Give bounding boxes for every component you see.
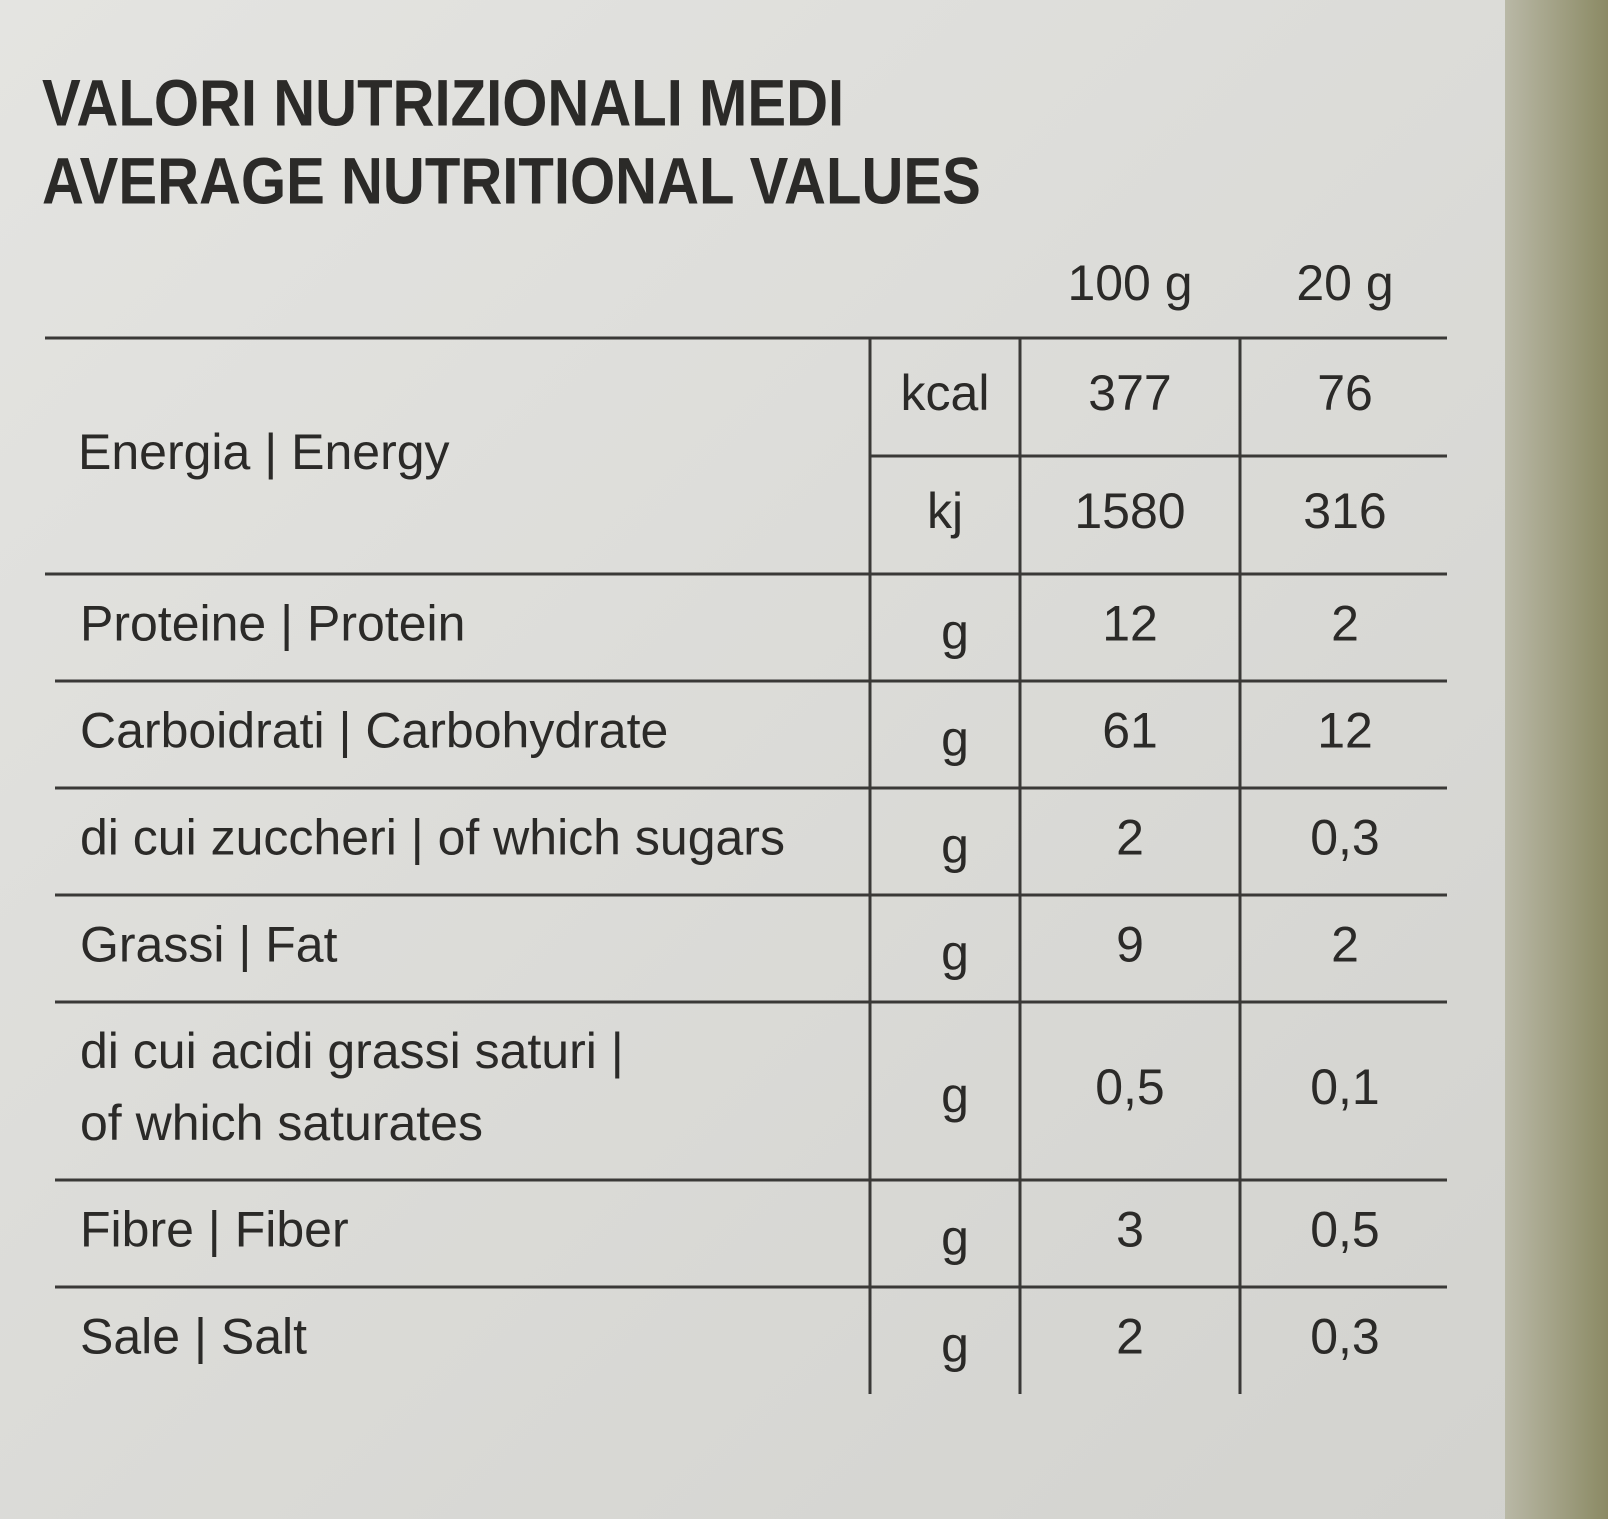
value: 2	[1116, 810, 1144, 866]
value: 61	[1102, 703, 1158, 759]
value: 0,5	[1310, 1202, 1380, 1258]
row-label: di cui zuccheri | of which sugars	[80, 810, 785, 866]
title: VALORI NUTRIZIONALI MEDI	[42, 67, 844, 140]
value: 12	[1317, 703, 1373, 759]
title: AVERAGE NUTRITIONAL VALUES	[42, 145, 981, 218]
value: 377	[1088, 365, 1171, 421]
value: 0,5	[1095, 1059, 1165, 1115]
value: 2	[1331, 596, 1359, 652]
value: 1580	[1074, 483, 1185, 539]
unit: kj	[927, 483, 963, 539]
value: 9	[1116, 917, 1144, 973]
unit: g	[941, 1317, 969, 1373]
row-label: Energia | Energy	[78, 424, 450, 480]
unit: g	[941, 711, 969, 767]
value: 316	[1303, 483, 1386, 539]
value: 0,1	[1310, 1059, 1380, 1115]
value: 2	[1116, 1309, 1144, 1365]
row-label: Grassi | Fat	[80, 917, 338, 973]
column-header: 100 g	[1067, 255, 1192, 311]
row-label: di cui acidi grassi saturi |	[80, 1023, 624, 1079]
row-label: Carboidrati | Carbohydrate	[80, 703, 668, 759]
column-header: 20 g	[1296, 255, 1393, 311]
row-label: of which saturates	[80, 1095, 483, 1151]
unit: kcal	[901, 365, 990, 421]
value: 0,3	[1310, 1309, 1380, 1365]
value: 0,3	[1310, 810, 1380, 866]
unit: g	[941, 604, 969, 660]
row-label: Sale | Salt	[80, 1309, 307, 1365]
row-label: Proteine | Protein	[80, 596, 465, 652]
unit: g	[941, 925, 969, 981]
value: 12	[1102, 596, 1158, 652]
unit: g	[941, 1210, 969, 1266]
unit: g	[941, 1067, 969, 1123]
box-edge	[1505, 0, 1608, 1519]
unit: g	[941, 818, 969, 874]
value: 2	[1331, 917, 1359, 973]
value: 3	[1116, 1202, 1144, 1258]
row-label: Fibre | Fiber	[80, 1202, 349, 1258]
value: 76	[1317, 365, 1373, 421]
